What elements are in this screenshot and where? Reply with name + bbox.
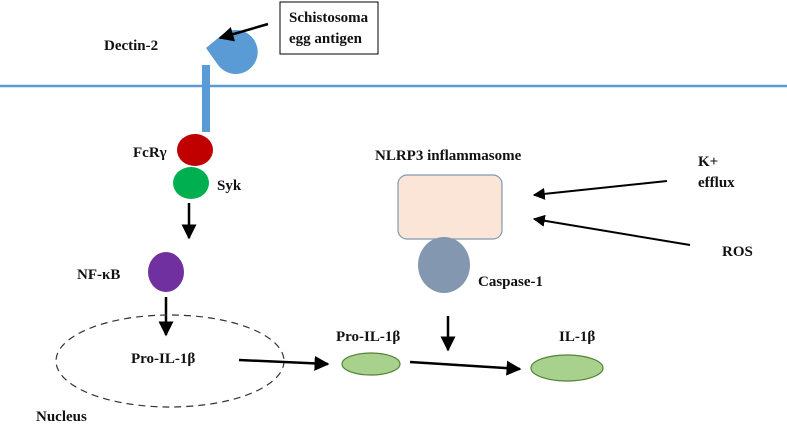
nucleus-label: Nucleus [36,409,87,425]
antigen-label-line1: Schistosoma [289,10,369,26]
ros-label: ROS [722,244,753,260]
nfkb-node [148,252,184,292]
nlrp3-inflammasome [397,174,503,240]
antigen-box [279,1,379,55]
dectin-2-label: Dectin-2 [104,38,158,54]
processing-arrow [409,360,522,376]
k-efflux-arrow [532,180,668,200]
syk-node [173,167,209,199]
k-efflux-label-line1: K+ [698,154,718,170]
pro-il1b-label: Pro-IL-1β [336,329,400,345]
inflammasome-label: NLRP3 inflammasome [375,148,522,164]
k-efflux-label-line2: efflux [698,175,735,191]
receptor-stalk [202,65,210,132]
ros-arrow [532,214,691,246]
nucleus-to-pro-il1b-arrow [238,355,330,371]
antigen-label-line2: egg antigen [289,31,363,47]
il1b-node [530,354,604,382]
antigen-arrow [218,22,269,42]
caspase-1-node [418,237,470,293]
fcr-gamma-label: FcRγ [133,145,167,161]
syk-label: Syk [217,178,242,194]
pro-il1b-nucleus-label: Pro-IL-1β [131,351,195,367]
caspase-1-label: Caspase-1 [478,274,543,290]
pro-il1b-node [341,352,401,376]
fcr-gamma-node [177,134,213,166]
il1b-label: IL-1β [559,329,595,345]
dectin-2-receptor [206,29,258,74]
nfkb-label: NF-κB [77,267,120,283]
